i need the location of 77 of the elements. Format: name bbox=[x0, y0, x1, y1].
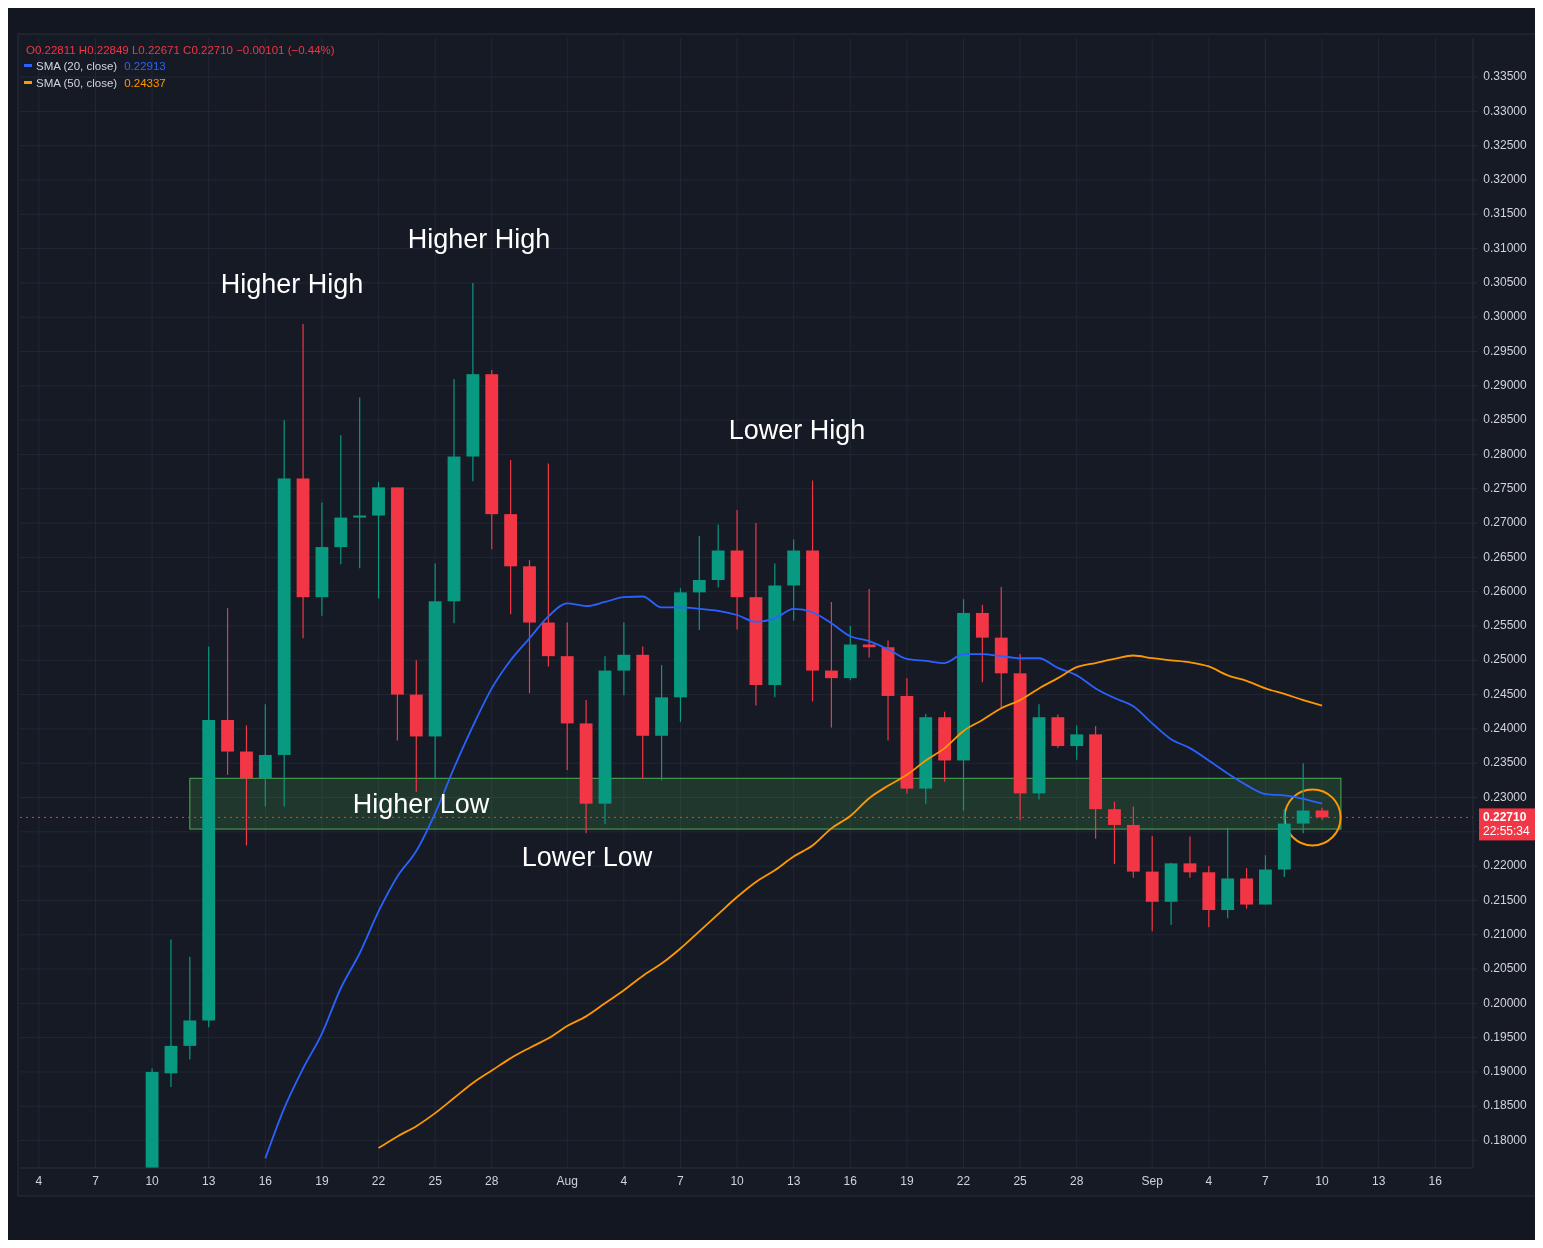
y-tick-label: 0.27000 bbox=[1483, 515, 1528, 530]
x-tick-label: 28 bbox=[1070, 1174, 1084, 1188]
candlestick bbox=[353, 396, 367, 569]
y-tick-label: 0.28000 bbox=[1483, 446, 1528, 461]
x-tick-label: Sep bbox=[1141, 1174, 1164, 1188]
x-tick-label: 16 bbox=[843, 1174, 858, 1188]
ref-line-label: 0.22710 bbox=[1483, 810, 1527, 825]
x-tick-label: 10 bbox=[145, 1174, 160, 1188]
x-tick-label: 16 bbox=[258, 1174, 273, 1188]
x-tick-label: 19 bbox=[315, 1174, 329, 1188]
y-tick-label: 0.31000 bbox=[1483, 240, 1528, 255]
y-tick-label: 0.18000 bbox=[1483, 1132, 1528, 1147]
x-tick-label: 19 bbox=[900, 1174, 914, 1188]
y-tick-label: 0.22000 bbox=[1483, 858, 1528, 873]
text: 22:55:34 bbox=[1483, 824, 1531, 839]
y-tick-label: 0.20500 bbox=[1483, 961, 1528, 976]
y-tick-label: 0.29000 bbox=[1483, 378, 1528, 393]
y-tick-label: 0.29500 bbox=[1483, 343, 1528, 358]
x-tick-label: 16 bbox=[1428, 1174, 1443, 1188]
y-tick-label: 0.24000 bbox=[1483, 721, 1528, 736]
x-tick-label: 7 bbox=[92, 1174, 100, 1188]
candlestick bbox=[1070, 724, 1084, 761]
candlestick bbox=[825, 601, 838, 729]
y-tick-label: 0.20000 bbox=[1483, 995, 1528, 1010]
y-tick-label: 0.21500 bbox=[1483, 892, 1528, 907]
x-tick-label: 13 bbox=[202, 1174, 216, 1188]
y-tick-label: 0.19000 bbox=[1483, 1064, 1528, 1079]
annotation: Higher High bbox=[220, 269, 364, 300]
x-tick-label: 7 bbox=[1262, 1174, 1270, 1188]
y-tick-label: 0.33000 bbox=[1483, 103, 1528, 118]
annotation: Higher Low bbox=[352, 789, 490, 820]
candlestick bbox=[1296, 762, 1310, 834]
annotation: Lower Low bbox=[521, 842, 653, 873]
y-tick-label: 0.23500 bbox=[1483, 755, 1528, 770]
x-tick-label: 25 bbox=[428, 1174, 443, 1188]
y-tick-label: 0.31500 bbox=[1483, 206, 1528, 221]
y-tick-label: 0.26500 bbox=[1483, 549, 1528, 564]
x-tick-label: 13 bbox=[1371, 1174, 1386, 1188]
x-tick-label: 4 bbox=[1205, 1174, 1213, 1188]
y-tick-label: 0.32500 bbox=[1483, 137, 1528, 152]
candlestick bbox=[617, 621, 631, 696]
y-tick-label: 0.21000 bbox=[1483, 926, 1528, 941]
y-tick-label: 0.32000 bbox=[1483, 172, 1528, 187]
x-tick-label: 28 bbox=[485, 1174, 499, 1188]
y-tick-label: 0.25000 bbox=[1483, 652, 1528, 667]
annotation: 0.24337 bbox=[124, 77, 166, 89]
legend-label: SMA (20, close) bbox=[36, 60, 118, 72]
annotation: O0.22811 H0.22849 L0.22671 C0.22710 −0.00101 (−0.44%) bbox=[26, 44, 335, 56]
annotation: 0.22913 bbox=[124, 60, 166, 72]
y-tick-label: 0.19500 bbox=[1483, 1029, 1528, 1044]
x-tick-label: 7 bbox=[677, 1174, 685, 1188]
x-tick-label: 25 bbox=[1013, 1174, 1028, 1188]
x-tick-label: 10 bbox=[1315, 1174, 1330, 1188]
x-tick-label: 22 bbox=[371, 1174, 386, 1188]
y-tick-label: 0.30000 bbox=[1483, 309, 1528, 324]
legend-label: SMA (50, close) bbox=[36, 77, 118, 89]
x-tick-label: 10 bbox=[730, 1174, 745, 1188]
line-series bbox=[264, 595, 1323, 1160]
x-tick-label: 13 bbox=[787, 1174, 801, 1188]
candlestick bbox=[692, 535, 706, 631]
y-tick-label: 0.28500 bbox=[1483, 412, 1528, 427]
y-tick-label: 0.26000 bbox=[1483, 583, 1528, 598]
x-tick-label: Aug bbox=[556, 1174, 578, 1188]
candlestick bbox=[258, 703, 272, 808]
x-tick-label: 22 bbox=[956, 1174, 971, 1188]
y-tick-label: 0.27500 bbox=[1483, 480, 1528, 495]
annotation: Lower High bbox=[728, 415, 866, 446]
y-tick-label: 0.24500 bbox=[1483, 686, 1528, 701]
y-tick-label: 0.33500 bbox=[1483, 69, 1528, 84]
x-tick-label: 4 bbox=[35, 1174, 43, 1188]
y-tick-label: 0.18500 bbox=[1483, 1098, 1528, 1113]
annotation: Higher High bbox=[407, 224, 551, 255]
x-tick-label: 4 bbox=[620, 1174, 628, 1188]
y-tick-label: 0.23000 bbox=[1483, 789, 1528, 804]
y-tick-label: 0.25500 bbox=[1483, 618, 1528, 633]
candlestick bbox=[1183, 836, 1197, 879]
y-tick-label: 0.30500 bbox=[1483, 275, 1528, 290]
